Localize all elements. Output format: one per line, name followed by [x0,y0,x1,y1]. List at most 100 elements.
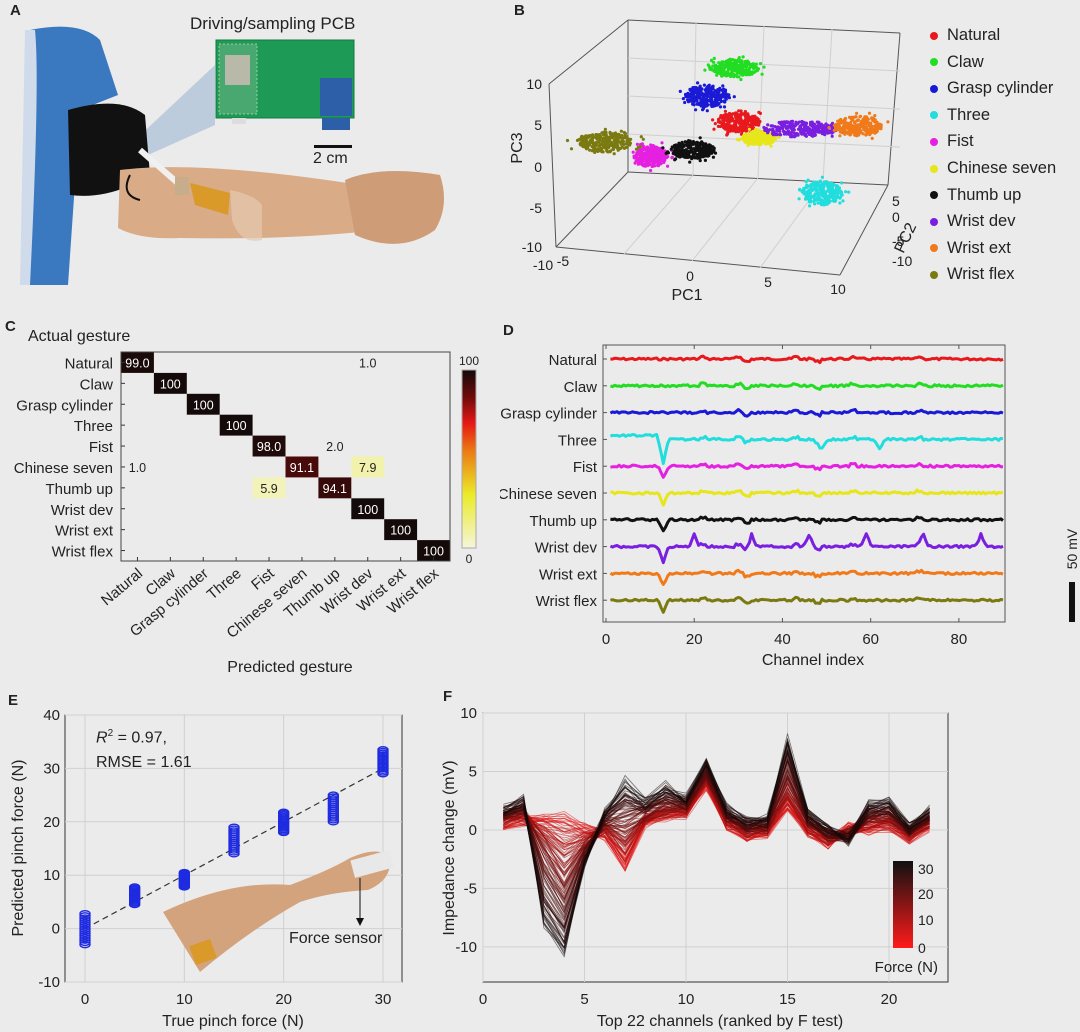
svg-text:-5: -5 [557,253,570,269]
legend-item: Three [930,106,990,125]
svg-text:Wrist dev: Wrist dev [535,540,598,557]
svg-text:Thumb up: Thumb up [45,481,113,498]
scale-bar [1069,582,1075,622]
pinch-force-scatter: 0 10 20 30 -10 0 10 20 30 40 True pinch force (N) P… [10,707,403,1030]
svg-text:0: 0 [52,921,60,938]
matrix-cell [252,477,286,499]
svg-text:Natural: Natural [549,352,597,369]
svg-text:Chinese seven: Chinese seven [500,486,597,503]
svg-text:30: 30 [375,991,392,1008]
svg-text:PC2: PC2 [892,220,921,255]
svg-text:0: 0 [469,822,477,839]
force-sensor [350,850,394,878]
svg-text:30: 30 [43,760,60,777]
matrix-cell [351,456,385,478]
svg-text:0: 0 [918,940,926,956]
profile-line-claw [610,381,1004,391]
svg-text:1.0: 1.0 [129,461,146,475]
svg-text:100: 100 [193,398,214,412]
legend-dot-icon [930,244,938,253]
arrow-down-icon [356,918,364,926]
profile-line-fist [610,462,1004,479]
svg-text:-5: -5 [530,200,543,216]
legend-dot-icon [930,270,938,279]
svg-text:98.0: 98.0 [257,440,281,454]
legend-dot-icon [930,84,938,93]
svg-text:PC1: PC1 [671,287,702,304]
legend-label: Three [947,105,991,124]
legend-item: Thumb up [930,186,1021,205]
svg-text:Natural: Natural [65,355,113,372]
svg-text:0: 0 [602,631,610,648]
svg-text:-10: -10 [533,257,553,273]
force-point-group [327,791,340,826]
svg-text:0: 0 [892,209,900,225]
r2-annotation: R2 = 0.97, [96,728,167,747]
svg-text:Impedance change (mV): Impedance change (mV) [441,760,458,935]
matrix-cell [351,498,385,520]
svg-text:99.0: 99.0 [125,356,149,370]
pcb-label: Driving/sampling PCB [190,14,356,33]
matrix-cell [318,477,352,499]
svg-text:Fist: Fist [573,459,598,476]
svg-text:Predicted pinch force (N): Predicted pinch force (N) [10,760,27,937]
legend-dot-icon [930,137,938,146]
legend-dot-icon [930,31,938,40]
svg-text:Three: Three [204,565,245,603]
confusion-matrix: Actual gesture 99.0 1.0 Natural Natural 100 Cl… [14,328,480,676]
svg-text:80: 80 [951,631,968,648]
svg-text:-10: -10 [455,939,477,956]
svg-text:40: 40 [43,707,60,724]
inset-arm-photo [163,851,391,972]
profile-line-wrist-dev [609,532,1004,565]
svg-text:Claw: Claw [80,376,114,393]
svg-text:5: 5 [580,991,588,1008]
legend-label: Wrist ext [947,238,1011,257]
svg-text:10: 10 [918,912,934,928]
svg-text:5: 5 [534,117,542,133]
legend-label: Wrist dev [947,212,1016,231]
svg-text:PC3: PC3 [509,132,526,163]
force-point-group [228,823,240,858]
force-point-group [178,868,191,891]
svg-text:Predicted gesture: Predicted gesture [227,659,353,676]
force-point-group [128,883,141,909]
svg-text:Wrist ext: Wrist ext [55,523,114,540]
svg-text:10: 10 [460,705,477,722]
svg-text:-5: -5 [892,233,905,249]
profile-line-three [609,433,1004,466]
panel-a-photo [20,26,444,286]
svg-text:Wrist ext: Wrist ext [539,566,598,583]
svg-text:100: 100 [357,503,378,517]
legend-dot-icon [930,217,938,226]
svg-text:True pinch force (N): True pinch force (N) [162,1013,304,1030]
svg-text:Wrist flex: Wrist flex [52,544,114,561]
profile-line-chinese-seven [610,488,1004,507]
panel-d-letter: D [503,322,514,339]
svg-text:Chinese seven: Chinese seven [14,460,113,477]
legend-label: Wrist flex [947,265,1015,284]
matrix-cell [121,352,154,373]
legend-dot-icon [930,191,938,200]
svg-text:100: 100 [226,419,247,433]
svg-text:5.9: 5.9 [260,482,277,496]
svg-text:0: 0 [479,991,487,1008]
impedance-lines [503,733,930,958]
profile-line-wrist-ext [609,568,1004,586]
profile-line-natural [610,354,1004,365]
svg-text:20: 20 [275,991,292,1008]
svg-text:0: 0 [686,268,694,284]
svg-text:10: 10 [526,76,542,92]
profile-line-wrist-flex [610,595,1004,614]
svg-text:Grasp cylinder: Grasp cylinder [16,397,113,414]
profile-line-thumb-up [610,515,1004,533]
scale-bar-label: 2 cm [313,150,348,167]
panel-f-letter: F [443,688,453,705]
svg-text:5: 5 [469,763,477,780]
legend-item: Wrist flex [930,265,1015,284]
svg-text:100: 100 [390,524,411,538]
svg-text:Natural: Natural [98,565,146,609]
fist [345,171,444,244]
svg-text:20: 20 [686,631,703,648]
